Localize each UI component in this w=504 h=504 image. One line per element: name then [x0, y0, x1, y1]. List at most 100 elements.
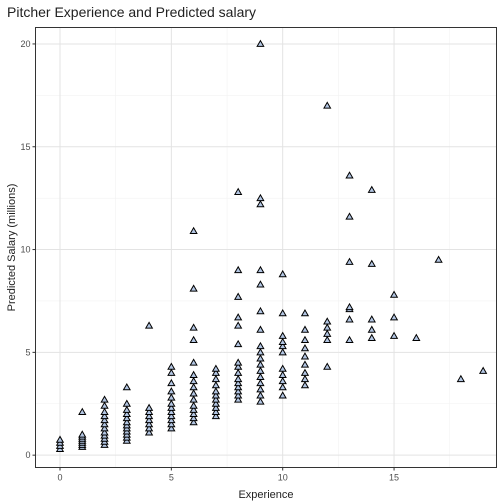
data-point [300, 352, 310, 360]
y-tick-label: 0 [25, 450, 30, 460]
data-point [211, 403, 221, 411]
data-point [278, 348, 287, 356]
data-point [234, 187, 243, 195]
data-point [278, 308, 287, 317]
data-point [300, 308, 310, 317]
data-point [189, 383, 198, 391]
data-point [189, 401, 198, 409]
data-point [323, 335, 332, 343]
data-point [367, 315, 376, 323]
x-tick-label: 15 [389, 473, 399, 483]
data-point [211, 399, 221, 407]
data-point [367, 325, 376, 333]
data-point [167, 415, 176, 424]
data-point [345, 302, 354, 311]
data-point [300, 374, 310, 383]
data-point [144, 420, 154, 428]
data-point [256, 39, 265, 47]
data-point [234, 387, 243, 395]
data-point [323, 329, 332, 337]
data-point [256, 397, 265, 405]
data-point [256, 341, 265, 350]
data-point [256, 354, 265, 362]
data-point [300, 380, 310, 389]
data-point [234, 378, 243, 387]
data-point [278, 337, 287, 346]
x-tick-label: 10 [278, 473, 288, 483]
data-point [278, 391, 287, 399]
data-point [189, 409, 198, 418]
data-point [478, 366, 488, 374]
data-point [323, 101, 332, 109]
data-point [278, 341, 287, 350]
data-point [367, 259, 376, 267]
data-point [256, 348, 265, 356]
data-point [300, 360, 310, 368]
data-point [189, 376, 198, 385]
data-point [211, 364, 221, 372]
data-point [300, 325, 310, 333]
data-point [122, 409, 131, 418]
data-point [278, 269, 287, 278]
data-point [189, 417, 198, 426]
data-point [144, 403, 154, 411]
data-point [234, 265, 243, 274]
data-point [211, 407, 221, 415]
data-point [256, 200, 265, 208]
data-point [234, 321, 243, 329]
data-point [300, 343, 310, 352]
data-point [234, 292, 243, 300]
data-point [122, 417, 131, 426]
data-point [100, 424, 109, 432]
data-point [456, 374, 466, 383]
data-point [167, 420, 176, 428]
data-point [234, 362, 243, 370]
data-point [278, 331, 287, 339]
data-point [234, 368, 243, 376]
data-point [78, 407, 87, 415]
data-point [234, 374, 243, 383]
data-point [55, 435, 65, 443]
data-point [300, 368, 310, 376]
data-point [234, 383, 243, 391]
data-point [144, 415, 154, 424]
y-axis-label: Predicted Salary (millions) [6, 184, 18, 312]
data-point [167, 368, 176, 376]
data-point [189, 284, 198, 292]
y-tick-label: 15 [20, 142, 30, 152]
data-point [256, 366, 265, 374]
data-point [234, 358, 243, 366]
data-point [434, 255, 443, 263]
data-point [323, 317, 332, 325]
data-point [78, 430, 87, 438]
data-point [189, 323, 198, 331]
data-point [278, 376, 287, 385]
data-point [122, 405, 131, 413]
y-tick-label: 20 [20, 39, 30, 49]
data-point [167, 403, 176, 411]
plot-panel-border [35, 27, 497, 468]
data-point [211, 411, 221, 420]
data-point [189, 226, 198, 235]
data-point [345, 171, 354, 179]
data-point [122, 383, 131, 391]
data-point [211, 374, 221, 383]
data-point [256, 360, 265, 368]
data-point [144, 411, 154, 420]
data-point [100, 401, 109, 409]
data-point [256, 372, 265, 381]
data-point [234, 339, 243, 348]
data-point [144, 321, 154, 329]
x-axis-label: Experience [238, 489, 293, 501]
data-point [100, 407, 109, 415]
data-point [412, 333, 421, 341]
data-point [256, 265, 265, 274]
data-point [144, 428, 154, 436]
data-point [389, 290, 399, 298]
data-point [167, 393, 176, 401]
data-point [278, 364, 287, 372]
data-point [167, 399, 176, 407]
data-point [256, 391, 265, 399]
data-point [278, 370, 287, 378]
